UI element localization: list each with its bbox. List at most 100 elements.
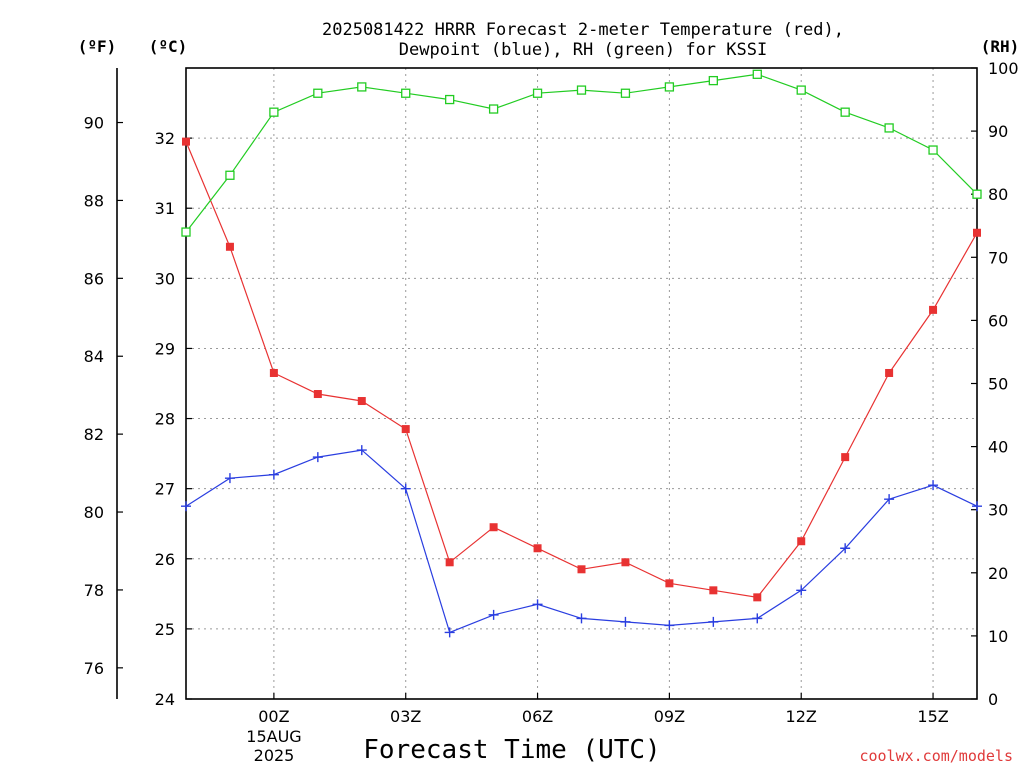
rh-point <box>752 69 762 79</box>
celsius-tick-label: 24 <box>155 690 175 709</box>
dewpoint-point <box>620 616 631 627</box>
rh-point <box>181 227 191 237</box>
rh-tick-label: 60 <box>988 311 1008 330</box>
dewpoint-line <box>185 449 978 634</box>
rh-point <box>884 123 894 133</box>
dewpoint-point <box>664 620 675 631</box>
dewpoint-point <box>356 445 367 456</box>
temperature-point <box>533 544 542 553</box>
temperature-point <box>753 593 762 602</box>
x-tick-label: 09Z <box>654 707 685 726</box>
rh-tick-label: 0 <box>988 690 998 709</box>
chart-title-line-2: Dewpoint (blue), RH (green) for KSSI <box>399 40 767 60</box>
rh-tick-label: 40 <box>988 438 1008 457</box>
dewpoint-point <box>312 452 323 463</box>
x-date-label-year: 2025 <box>254 746 295 765</box>
temperature-point <box>357 397 366 406</box>
rh-point <box>972 189 982 199</box>
rh-point <box>532 88 543 98</box>
rh-point <box>928 145 938 155</box>
dewpoint-point <box>796 585 807 596</box>
dewpoint-point <box>532 599 543 610</box>
tick-labels: 00Z 03Z 06Z 09Z 12Z 15Z 24 25 26 27 28 29 30 31 32 76 78… <box>84 59 1019 726</box>
rh-point <box>445 94 455 105</box>
dewpoint-point <box>268 469 279 480</box>
fahrenheit-tick-label: 88 <box>84 191 104 210</box>
data-series <box>181 69 982 638</box>
rh-point <box>488 104 499 114</box>
rh-point <box>796 85 806 95</box>
dewpoint-point <box>444 627 455 638</box>
dewpoint-point <box>884 494 895 505</box>
celsius-tick-label: 32 <box>155 129 175 148</box>
temperature-point <box>929 305 938 314</box>
rh-tick-label: 70 <box>988 248 1008 267</box>
fahrenheit-tick-label: 78 <box>84 581 104 600</box>
x-tick-label: 00Z <box>258 707 289 726</box>
temperature-point <box>401 425 410 434</box>
y-axis-rh-label: (RH) <box>981 37 1020 56</box>
x-tick-label: 12Z <box>786 707 817 726</box>
fahrenheit-tick-label: 82 <box>84 425 104 444</box>
temperature-point <box>225 242 234 251</box>
credit-text: coolwx.com/models <box>859 747 1013 765</box>
chart-title-line-1: 2025081422 HRRR Forecast 2-meter Tempera… <box>322 20 844 40</box>
temperature-point <box>445 558 454 567</box>
rh-point <box>401 88 411 98</box>
dewpoint-point <box>576 613 587 624</box>
dewpoint-point <box>752 613 763 624</box>
celsius-tick-label: 27 <box>155 480 175 499</box>
plot-frame <box>185 67 978 700</box>
rh-point <box>313 88 323 98</box>
temperature-point <box>885 368 894 377</box>
rh-point <box>620 88 631 98</box>
dewpoint-point <box>708 616 719 627</box>
fahrenheit-tick-label: 90 <box>84 114 104 133</box>
rh-point <box>840 107 850 117</box>
y-axis-fahrenheit-label: (ºF) <box>78 37 117 56</box>
temperature-point <box>182 137 190 146</box>
celsius-tick-label: 25 <box>155 620 175 639</box>
rh-point <box>225 170 235 180</box>
x-tick-label: 15Z <box>917 707 948 726</box>
y-axis-celsius-label: (ºC) <box>149 37 188 56</box>
celsius-tick-label: 30 <box>155 269 175 288</box>
rh-tick-label: 50 <box>988 375 1008 394</box>
celsius-tick-label: 31 <box>155 199 175 218</box>
temperature-point <box>621 558 630 567</box>
x-tick-label: 03Z <box>390 707 421 726</box>
dewpoint-point <box>181 501 191 512</box>
temperature-point <box>269 368 278 377</box>
temperature-point <box>313 390 322 399</box>
dewpoint-point <box>928 480 939 491</box>
temperature-point <box>489 523 498 532</box>
temperature-line <box>185 141 978 598</box>
grid-lines <box>186 68 977 699</box>
temperature-point <box>709 586 718 595</box>
rh-tick-label: 80 <box>988 185 1008 204</box>
temperature-point <box>797 537 806 546</box>
rh-point <box>576 85 587 95</box>
x-axis-label: Forecast Time (UTC) <box>363 735 660 765</box>
fahrenheit-tick-label: 80 <box>84 503 104 522</box>
dewpoint-point <box>488 609 499 620</box>
rh-point <box>664 82 675 92</box>
dewpoint-point <box>224 473 235 484</box>
rh-tick-label: 20 <box>988 564 1008 583</box>
dewpoint-point <box>400 483 411 494</box>
temperature-point <box>577 565 586 574</box>
x-tick-label: 06Z <box>522 707 553 726</box>
dewpoint-point <box>972 501 982 512</box>
temperature-point <box>973 228 981 237</box>
temperature-point <box>841 453 850 462</box>
celsius-tick-label: 28 <box>155 410 175 429</box>
rh-tick-label: 100 <box>988 59 1019 78</box>
rh-tick-label: 90 <box>988 122 1008 141</box>
rh-point <box>269 107 279 117</box>
celsius-tick-label: 26 <box>155 550 175 569</box>
fahrenheit-tick-label: 84 <box>84 347 104 366</box>
rh-tick-label: 30 <box>988 501 1008 520</box>
temperature-point <box>665 579 674 588</box>
rh-point <box>708 75 718 86</box>
fahrenheit-tick-label: 86 <box>84 269 104 288</box>
